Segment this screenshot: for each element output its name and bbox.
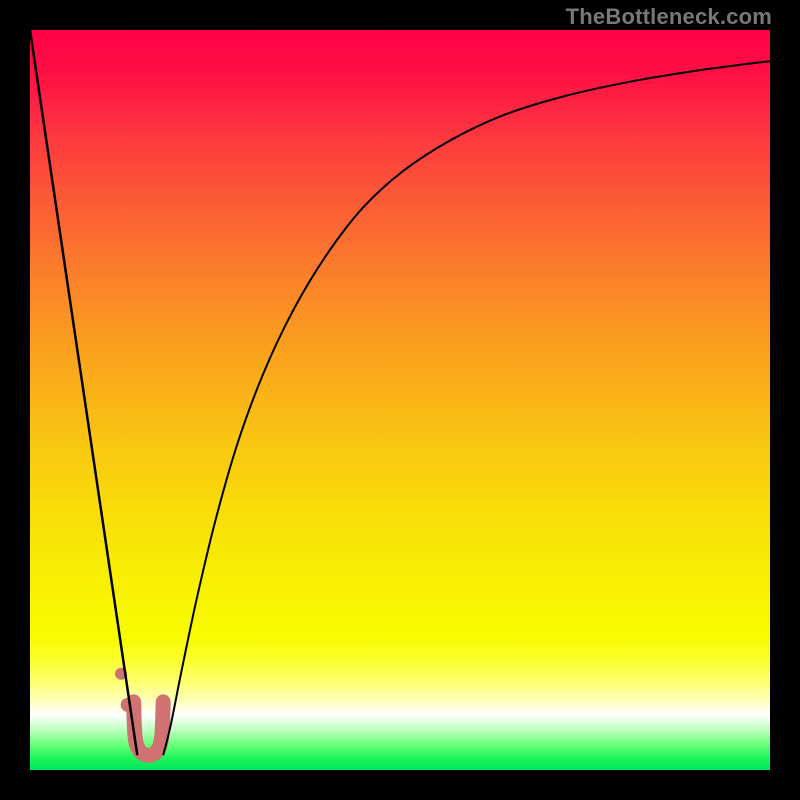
chart-frame: TheBottleneck.com: [0, 0, 800, 800]
watermark-text: TheBottleneck.com: [566, 4, 772, 30]
gradient-background: [30, 30, 770, 770]
valley-marker-dot: [121, 698, 135, 712]
plot-area: [30, 30, 770, 770]
plot-svg: [30, 30, 770, 770]
